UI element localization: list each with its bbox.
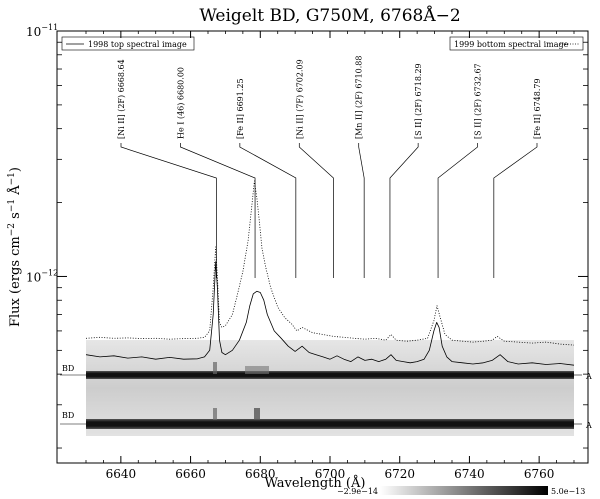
x-tick-label: 6760 (524, 467, 555, 481)
x-tick-label: 6680 (245, 467, 276, 481)
y-axis-label: Flux (ergs cm−2 s−1 Å−1) (7, 167, 23, 327)
a-label-top: A (585, 372, 592, 381)
series-1999-line (85, 180, 575, 346)
emission-blob-top-1 (213, 362, 217, 374)
plot-frame (56, 30, 589, 464)
spectral-trace-bottom (86, 419, 574, 429)
line-id-label: [S II] (2F) 6732.67 (474, 63, 483, 139)
y-tick-label-base: 10 (26, 270, 41, 284)
y-tick-label-base: 10 (26, 25, 41, 39)
x-tick-label: 6720 (384, 467, 415, 481)
series-1998-line (85, 261, 575, 366)
y-tick-label: 10−12 (26, 268, 58, 284)
line-id-label: [Mn II] (2F) 6710.88 (355, 56, 364, 140)
colorbar-max-label: 5.0e−13 (551, 487, 585, 496)
y-axis-label-end: ) (8, 167, 23, 172)
y-axis-label-main: Flux (ergs cm (8, 236, 23, 327)
line-identifications: [Ni II] (2F) 6668.64 He I (46) 6680.00 [Fe… (117, 56, 542, 278)
spectrum-series (85, 180, 575, 366)
y-axis-label-mid: s (8, 212, 23, 223)
emission-blob-top-2 (245, 366, 269, 374)
line-id-label: [Fe II] 6748.79 (533, 78, 542, 139)
line-id-leader (437, 143, 478, 278)
y-axis-label-exp-2: −1 (7, 199, 17, 212)
line-id-leader (493, 143, 538, 278)
line-id-leader (239, 143, 297, 278)
line-id-leader (120, 143, 217, 278)
colorbar-gradient (380, 486, 548, 495)
line-id-label: [Fe II] 6691.25 (236, 78, 245, 139)
emission-blob-bottom-2 (254, 408, 260, 420)
x-axis-label: Wavelength (Å) (265, 475, 366, 491)
colorbar-min-label: −2.9e−14 (337, 487, 378, 496)
chart-title: Weigelt BD, G750M, 6768Å−2 (199, 5, 460, 26)
line-id-label: [Ni II] (2F) 6668.64 (117, 59, 126, 139)
legend-1998-box (61, 36, 195, 51)
x-tick-label: 6640 (106, 467, 137, 481)
x-tick-label: 6660 (175, 467, 206, 481)
legend-1999: 1999 bottom spectral image (449, 36, 584, 51)
legend-1999-label: 1999 bottom spectral image (454, 40, 569, 49)
colorbar: −2.9e−14 5.0e−13 (337, 486, 585, 496)
bd-label-top: BD (62, 364, 74, 373)
line-id-leader (298, 143, 334, 278)
legend-1998-label: 1998 top spectral image (88, 40, 187, 49)
a-label-bottom: A (585, 421, 592, 430)
y-tick-label: 10−11 (26, 23, 58, 39)
y-axis-label-mid-2: Å (7, 185, 23, 199)
bd-label-bottom: BD (62, 411, 74, 420)
line-id-label: He I (46) 6680.00 (176, 67, 185, 139)
line-id-leader (358, 143, 365, 278)
spectral-trace-top (86, 371, 574, 379)
emission-blob-bottom-1 (213, 408, 217, 420)
line-id-label: [Ni II] (7F) 6702.09 (295, 59, 304, 139)
line-id-leader (180, 143, 256, 278)
x-tick-label: 6700 (315, 467, 346, 481)
line-id-leader (389, 143, 419, 278)
spectral-image-panel (86, 340, 574, 436)
x-tick-label: 6740 (454, 467, 485, 481)
line-id-label: [S II] (2F) 6718.29 (414, 63, 423, 139)
legend-1998: 1998 top spectral image (61, 36, 195, 51)
y-axis-label-exp-3: −1 (7, 172, 17, 185)
y-tick-label-exponent: −12 (41, 268, 58, 277)
y-tick-label-exponent: −11 (41, 23, 58, 32)
y-axis-label-exp-1: −2 (7, 223, 17, 236)
legend-1999-box (449, 36, 584, 51)
